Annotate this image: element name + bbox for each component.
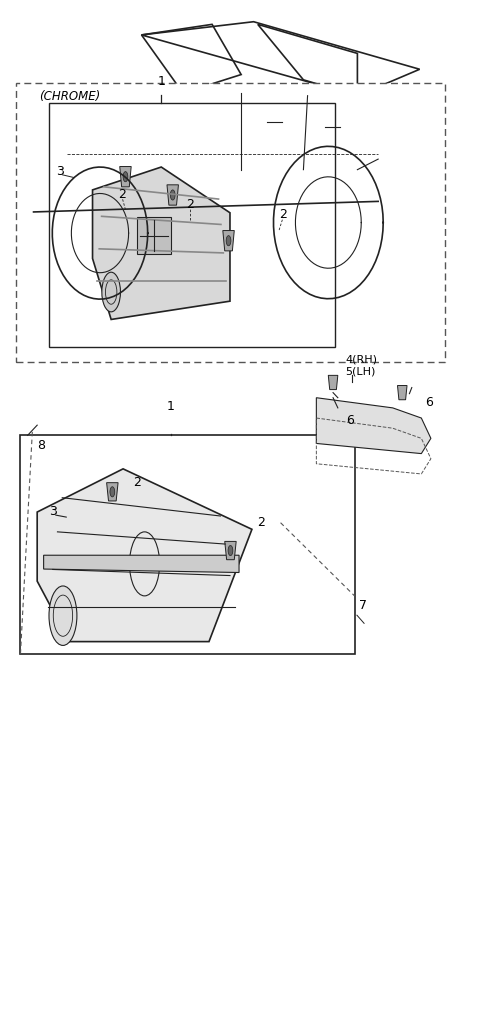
Text: 5(LH): 5(LH) [345,366,375,376]
Text: 3: 3 [56,165,63,177]
Text: 6: 6 [425,396,433,410]
Polygon shape [225,541,236,559]
Circle shape [123,171,128,181]
Circle shape [110,487,115,497]
Text: 2: 2 [279,208,287,221]
Text: 3: 3 [49,505,57,518]
Text: 2: 2 [118,187,126,201]
Circle shape [49,586,77,645]
Polygon shape [397,385,407,399]
Polygon shape [34,122,150,175]
Circle shape [102,272,120,312]
FancyBboxPatch shape [49,103,336,346]
Text: 7: 7 [359,598,367,611]
Text: 2: 2 [186,198,194,211]
Text: 1: 1 [167,400,175,413]
Polygon shape [316,397,431,453]
FancyBboxPatch shape [21,435,355,654]
Polygon shape [107,483,118,501]
Polygon shape [328,375,338,389]
Text: 2: 2 [258,517,265,529]
Text: 2: 2 [133,476,141,488]
Polygon shape [137,217,171,254]
Polygon shape [37,469,252,642]
Circle shape [170,190,175,200]
Text: 6: 6 [346,414,354,427]
Polygon shape [223,230,234,251]
Text: 8: 8 [37,439,45,452]
Polygon shape [93,167,230,320]
Text: 4(RH): 4(RH) [345,354,377,364]
Polygon shape [120,166,131,186]
Text: 1: 1 [157,75,165,89]
Text: (CHROME): (CHROME) [38,91,100,103]
Circle shape [228,545,233,555]
Polygon shape [167,184,179,205]
FancyBboxPatch shape [16,83,445,362]
Circle shape [226,235,231,246]
Polygon shape [44,555,239,573]
